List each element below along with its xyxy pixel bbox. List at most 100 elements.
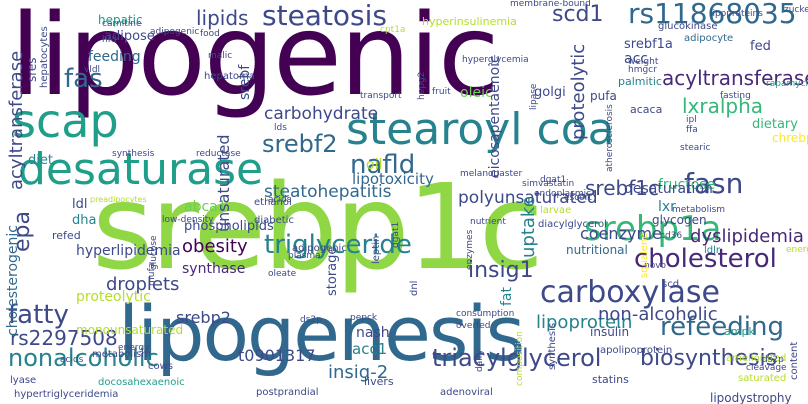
word-palmitic: monounsaturated <box>76 324 183 336</box>
word-lyase: postprandial <box>256 388 319 398</box>
word-stearic: lipoproteins <box>710 10 763 19</box>
word-fruit: low-density <box>162 216 214 225</box>
word-db-db: stearic <box>680 144 710 153</box>
word-low-density: food <box>200 30 220 39</box>
word-livers: lipodystrophy <box>710 392 792 404</box>
word-fasting: hyperinsulinemia <box>422 16 517 27</box>
word-novo: scd <box>662 280 679 290</box>
word-metabolism: metabolism <box>672 206 725 215</box>
word-hmgcr: carnitine <box>102 20 141 29</box>
word-lipoprotein: lipotoxicity <box>352 172 434 187</box>
word-adiponectin: cd36 <box>660 232 682 241</box>
word-feeding: diet <box>28 154 53 167</box>
word-lean: consumption <box>456 310 514 319</box>
word-hyperinsulinemia: glucokinase <box>658 22 717 32</box>
word-coenzyme-v: fat <box>500 287 514 306</box>
word-transport: ffa <box>686 126 698 135</box>
word-melanogaster: oleate <box>268 270 296 279</box>
word-ipl-v: content <box>790 342 800 380</box>
word-ldl: obesity <box>182 238 248 256</box>
word-ldlr: dyslipidemia <box>690 228 804 246</box>
word-phospholipids: proteolytic <box>76 290 151 304</box>
word-glucose: hfd <box>102 36 117 45</box>
word-docosahexaenoic: statins <box>592 374 629 385</box>
word-obesity: synthase <box>182 262 245 276</box>
word-chrebp: acaca <box>630 104 662 115</box>
word-lipids: lipids <box>196 8 248 28</box>
word-cd36-v: atherosclerosis <box>606 104 615 172</box>
word-atherosclerosis-v: dnl <box>410 281 420 296</box>
word-lipotoxicity: carbohydrate <box>264 106 378 123</box>
word-acyltransferase: acyltransferase <box>8 51 26 190</box>
word-scd-v: squalene <box>640 233 650 278</box>
word-proteolytic: proteolytic <box>570 44 588 140</box>
word-content: lds <box>274 124 287 133</box>
word-glycogen: rapamycin <box>766 80 808 89</box>
word-insig-2: acc1 <box>352 342 387 357</box>
word-cholesterogenic: ldlr <box>704 246 720 256</box>
word-insig1: insig1 <box>468 260 534 282</box>
word-ffa: energy <box>118 344 149 353</box>
word-fatostatin-v: storage <box>326 247 339 296</box>
word-glucokinase: adipocyte <box>684 34 733 44</box>
word-endoplasmic: ampk <box>724 326 755 337</box>
word-monounsaturated-v: cholesterogenic <box>6 225 20 336</box>
word-hyperglycemia: acids <box>268 196 291 205</box>
word-insulin: nutritional <box>566 244 628 256</box>
word-hyperlipidemia: eicosapentaenoic <box>488 55 502 178</box>
word-synthase: hyperlipidemia <box>76 244 181 258</box>
word-pufa: dietary <box>752 118 798 131</box>
word-diet: dha <box>72 214 96 227</box>
word-simvastatin: ds2p <box>300 316 322 325</box>
word-insig2-v: hepg2 <box>418 72 427 100</box>
word-nutritional: nash <box>356 326 390 340</box>
word-rapamycin: fasting <box>720 92 751 101</box>
word-steatosis: steatosis <box>262 2 387 30</box>
word-escort: ipl <box>686 116 697 125</box>
word-synthesis: synthesis <box>548 323 558 370</box>
word-carnitine: vldl <box>84 66 100 75</box>
word-energy: energy <box>786 246 808 255</box>
word-epa: ldl <box>72 198 87 211</box>
word-reductase: refed <box>52 230 81 241</box>
word-consumption: nutrient <box>470 218 506 227</box>
word-hepg2: cows <box>148 362 173 372</box>
word-acaca: palmitic <box>618 76 662 87</box>
word-adenoviral: livers <box>364 376 394 387</box>
word-lipodystrophy: saturated <box>738 374 786 384</box>
word-hepatic-v: srebf <box>238 65 252 100</box>
word-statins: apolipoprotein <box>600 346 672 356</box>
word-squalene: cleavage <box>746 364 787 373</box>
word-adipogenic: adipogenic <box>150 28 199 37</box>
word-ob-ob: dgat1 <box>540 176 566 185</box>
word-nash: oil <box>366 158 382 172</box>
word-lipase: cpt1a <box>380 26 405 35</box>
word-ethanol-v: leptin <box>372 236 382 264</box>
word-nutrient-v: lipase <box>530 84 539 110</box>
word-dairy: overfed <box>456 322 491 331</box>
word-hfd: transport <box>360 92 402 101</box>
word-weight-v: glucose <box>150 235 159 270</box>
word-hypertriglyceridemia: docosahexaenoic <box>98 378 185 388</box>
word-srebp2: non-alcoholic <box>598 306 718 324</box>
word-golgi: pufa <box>590 90 617 102</box>
word-dyslipidemia: insulin <box>590 326 629 338</box>
word-ampk: glycogen <box>652 214 707 226</box>
word-cows: diabetic <box>254 216 294 226</box>
word-pepck: weight <box>628 58 658 67</box>
word-scap: scap <box>12 98 119 144</box>
word-lds: fruit <box>432 88 451 97</box>
word-adipocyte-v: hepatocytes <box>40 26 50 88</box>
word-acc1: srebp2 <box>176 310 231 326</box>
word-refed-v: uptake <box>520 196 538 258</box>
word-acids: acids <box>60 356 83 365</box>
word-fed: desaturation <box>624 182 713 196</box>
word-la: escort <box>564 194 592 203</box>
word-composition: pepck <box>350 314 377 323</box>
word-cpt1a: membrane-bound <box>510 0 591 9</box>
word-postprandial: adenoviral <box>440 388 493 398</box>
word-dgat1: dgat1 <box>392 222 401 248</box>
word-unsaturated: t0901317 <box>238 348 316 364</box>
word-hepatoma: synthesis <box>112 150 154 159</box>
word-uptake: larvae <box>540 206 571 216</box>
